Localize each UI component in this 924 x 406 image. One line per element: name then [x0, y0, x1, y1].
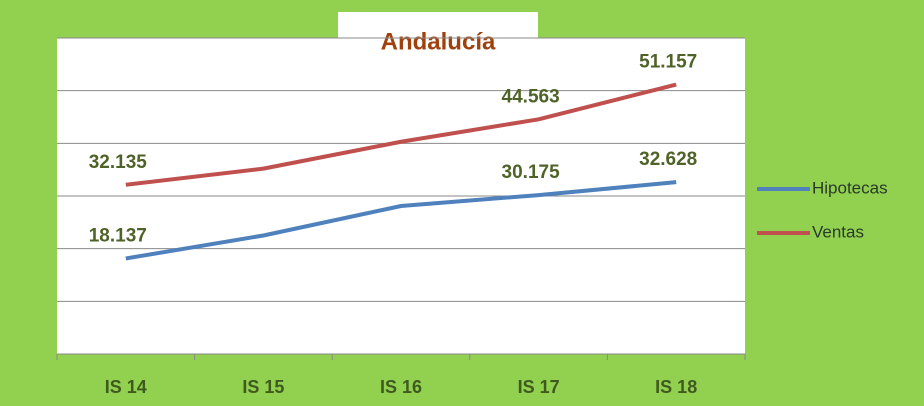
data-label: 51.157 — [639, 52, 697, 73]
x-tick-label: IS 18 — [655, 377, 697, 397]
legend-label: Hipotecas — [812, 178, 888, 197]
data-label: 32.135 — [89, 152, 148, 173]
series-line — [125, 180, 677, 261]
x-tick-label: IS 16 — [380, 377, 422, 397]
data-label: 18.137 — [89, 225, 147, 246]
data-label: 44.563 — [502, 86, 560, 107]
data-label: 32.628 — [639, 149, 697, 170]
title-box — [338, 12, 538, 68]
x-tick-label: IS 15 — [242, 377, 284, 397]
x-tick-label: IS 17 — [518, 377, 560, 397]
series-line — [125, 82, 677, 187]
x-tick-label: IS 14 — [105, 377, 147, 397]
chart-title: Andalucía — [381, 28, 496, 55]
legend-label: Ventas — [812, 222, 864, 241]
data-label: 30.175 — [502, 162, 561, 183]
